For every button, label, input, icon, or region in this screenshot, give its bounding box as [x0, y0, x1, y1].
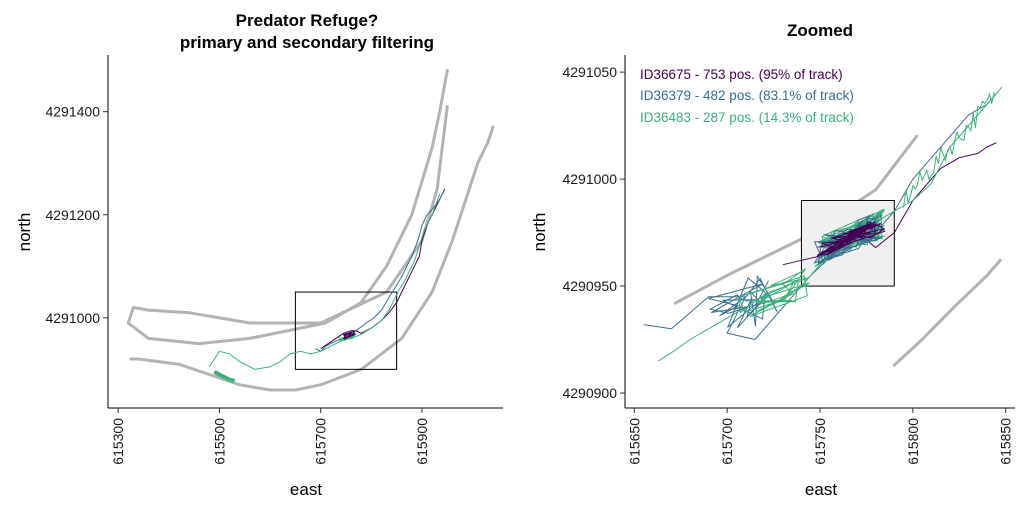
- right-y-tick-label-0: 4290900: [562, 385, 617, 401]
- legend-entry-id36379: ID36379 - 482 pos. (83.1% of track): [640, 88, 854, 103]
- left-river-outline-1: [129, 125, 495, 392]
- legend-entry-id36483: ID36483 - 287 pos. (14.3% of track): [640, 110, 854, 125]
- right-y-tick-label-3: 4291050: [562, 64, 617, 80]
- right-track-zigzag-green: [737, 268, 810, 318]
- right-y-axis-label: north: [530, 213, 549, 252]
- left-track-series-0: [320, 188, 446, 350]
- left-y-tick-label-0: 4291000: [45, 310, 100, 326]
- left-x-tick-label-2: 615700: [313, 418, 329, 465]
- left-x-tick-label-3: 615900: [414, 418, 430, 465]
- right-x-tick-label-4: 615850: [998, 418, 1014, 465]
- right-river-outline-1: [892, 258, 1002, 367]
- left-river-outline-0: [126, 69, 449, 346]
- right-chart-title: Zoomed: [787, 21, 853, 40]
- left-x-axis-label: east: [290, 480, 322, 499]
- left-track-series-1: [315, 188, 446, 352]
- legend-entry-id36675: ID36675 - 753 pos. (95% of track): [640, 67, 843, 82]
- left-track-series-2: [208, 193, 441, 370]
- right-y-tick-label-1: 4290950: [562, 278, 617, 294]
- right-x-tick-label-0: 615650: [626, 418, 642, 465]
- right-x-axis-label: east: [805, 480, 837, 499]
- left-chart-title: Predator Refuge?: [236, 11, 379, 30]
- left-x-tick-label-0: 615300: [110, 418, 126, 465]
- right-x-tick-label-2: 615750: [812, 418, 828, 465]
- right-track-upper: [903, 92, 995, 208]
- left-y-axis-label: north: [15, 213, 34, 252]
- left-chart-subtitle: primary and secondary filtering: [180, 33, 434, 52]
- left-y-tick-label-1: 4291200: [45, 207, 100, 223]
- left-zoom-box: [294, 291, 398, 370]
- left-x-tick-label-1: 615500: [211, 418, 227, 465]
- left-y-tick-label-2: 4291400: [45, 104, 100, 120]
- left-track-cluster-purple: [342, 330, 357, 340]
- left-track-series-3: [213, 370, 235, 383]
- right-y-tick-label-2: 4291000: [562, 171, 617, 187]
- right-track-cluster-2: [816, 221, 886, 257]
- right-x-tick-label-1: 615700: [719, 418, 735, 465]
- right-x-tick-label-3: 615800: [905, 418, 921, 465]
